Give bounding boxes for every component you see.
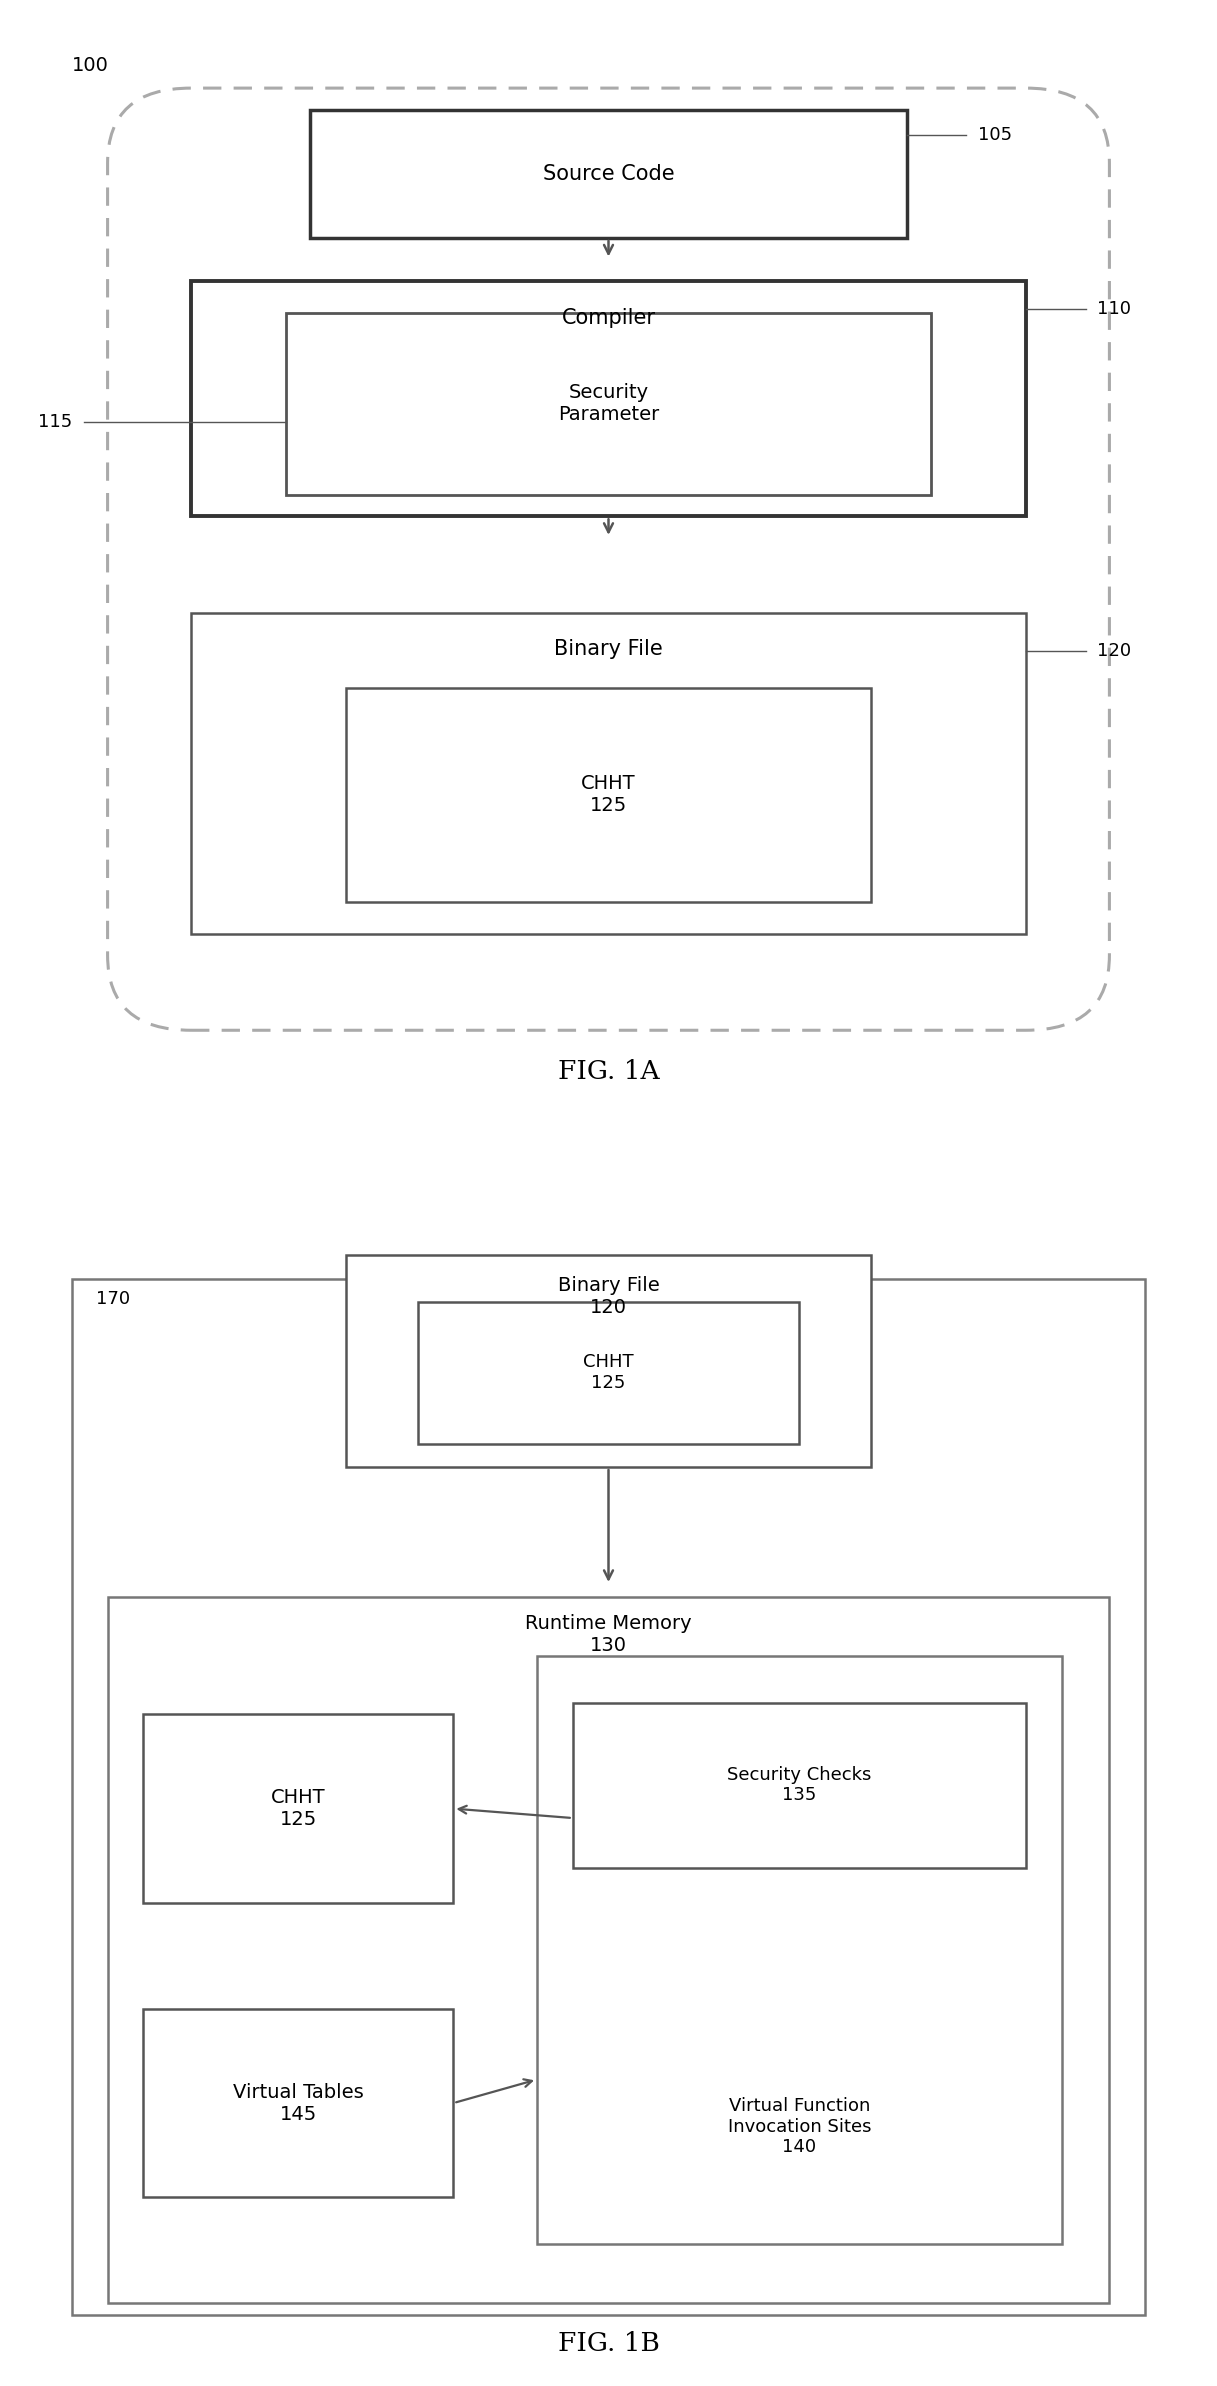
- Text: CHHT
125: CHHT 125: [582, 773, 635, 816]
- Text: Virtual Function
Invocation Sites
140: Virtual Function Invocation Sites 140: [728, 2097, 871, 2157]
- FancyBboxPatch shape: [417, 1303, 800, 1444]
- FancyBboxPatch shape: [573, 1704, 1026, 1868]
- Text: 105: 105: [978, 126, 1013, 143]
- Text: Binary File
120: Binary File 120: [557, 1277, 660, 1317]
- Text: 115: 115: [38, 413, 72, 432]
- FancyBboxPatch shape: [107, 88, 1110, 1031]
- Text: CHHT
125: CHHT 125: [583, 1353, 634, 1393]
- Text: Virtual Tables
145: Virtual Tables 145: [232, 2083, 364, 2124]
- FancyBboxPatch shape: [537, 1656, 1061, 2245]
- FancyBboxPatch shape: [144, 2009, 454, 2198]
- Text: Security Checks
135: Security Checks 135: [727, 1766, 871, 1804]
- FancyBboxPatch shape: [107, 1596, 1110, 2302]
- Text: CHHT
125: CHHT 125: [271, 1787, 326, 1830]
- Text: FIG. 1A: FIG. 1A: [557, 1059, 660, 1083]
- Text: Binary File: Binary File: [554, 639, 663, 659]
- FancyBboxPatch shape: [346, 1255, 871, 1467]
- Text: Security
Parameter: Security Parameter: [557, 384, 660, 425]
- FancyBboxPatch shape: [72, 1279, 1145, 2314]
- FancyBboxPatch shape: [144, 1716, 454, 1904]
- Text: 110: 110: [1098, 301, 1132, 317]
- FancyBboxPatch shape: [191, 282, 1026, 515]
- FancyBboxPatch shape: [346, 687, 871, 902]
- FancyBboxPatch shape: [310, 110, 907, 239]
- Text: Compiler: Compiler: [561, 308, 656, 327]
- Text: Runtime Memory
130: Runtime Memory 130: [526, 1615, 691, 1656]
- Text: 120: 120: [1098, 642, 1132, 661]
- Text: 170: 170: [96, 1291, 130, 1308]
- FancyBboxPatch shape: [191, 613, 1026, 933]
- Text: FIG. 1B: FIG. 1B: [557, 2331, 660, 2357]
- Text: Source Code: Source Code: [543, 165, 674, 184]
- Text: 100: 100: [72, 55, 108, 74]
- FancyBboxPatch shape: [286, 313, 931, 494]
